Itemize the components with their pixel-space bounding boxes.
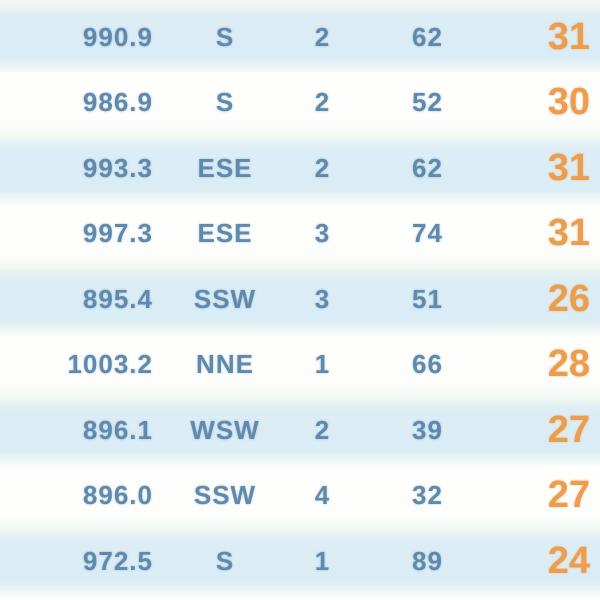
pressure-cell: 895.4: [82, 283, 153, 314]
pressure-cell: 990.9: [82, 21, 153, 52]
wind-direction-cell: ESE: [197, 152, 253, 183]
wind-direction-cell: S: [215, 87, 235, 118]
wind-direction-cell: S: [215, 545, 235, 576]
wind-force-cell: 4: [314, 480, 331, 511]
temperature-cell: 30: [547, 81, 590, 124]
wind-force-cell: 1: [314, 545, 331, 576]
humidity-cell: 66: [412, 349, 443, 380]
temperature-cell: 31: [547, 15, 590, 58]
table-row: 1003.2 NNE 1 66 28: [0, 336, 600, 402]
humidity-cell: 74: [412, 218, 443, 249]
table-row: 997.3 ESE 3 74 31: [0, 205, 600, 271]
temperature-cell: 31: [547, 212, 590, 255]
humidity-cell: 62: [412, 21, 443, 52]
wind-force-cell: 2: [314, 87, 331, 118]
table-row: 990.9 S 2 62 31: [0, 9, 600, 75]
pressure-cell: 972.5: [82, 545, 153, 576]
table-row: 896.0 SSW 4 32 27: [0, 467, 600, 533]
wind-direction-cell: SSW: [193, 283, 257, 314]
humidity-cell: 32: [412, 480, 443, 511]
temperature-cell: 27: [547, 474, 590, 517]
humidity-cell: 51: [412, 283, 443, 314]
wind-force-cell: 2: [314, 21, 331, 52]
table-row: 986.9 S 2 52 30: [0, 74, 600, 140]
wind-force-cell: 2: [314, 414, 331, 445]
temperature-cell: 31: [547, 146, 590, 189]
wind-force-cell: 2: [314, 152, 331, 183]
humidity-cell: 52: [412, 87, 443, 118]
humidity-cell: 89: [412, 545, 443, 576]
humidity-cell: 62: [412, 152, 443, 183]
temperature-cell: 24: [547, 539, 590, 582]
pressure-cell: 896.1: [82, 414, 153, 445]
pressure-cell: 896.0: [82, 480, 153, 511]
table-row: 895.4 SSW 3 51 26: [0, 271, 600, 337]
row-separator-partial: [0, 0, 600, 9]
pressure-cell: 997.3: [82, 218, 153, 249]
pressure-cell: 986.9: [82, 87, 153, 118]
temperature-cell: 27: [547, 408, 590, 451]
wind-force-cell: 1: [314, 349, 331, 380]
humidity-cell: 39: [412, 414, 443, 445]
temperature-cell: 26: [547, 277, 590, 320]
table-row: 993.3 ESE 2 62 31: [0, 140, 600, 206]
temperature-cell: 28: [547, 343, 590, 386]
pressure-cell: 993.3: [82, 152, 153, 183]
wind-direction-cell: WSW: [190, 414, 260, 445]
wind-force-cell: 3: [314, 283, 331, 314]
table-row: 896.1 WSW 2 39 27: [0, 402, 600, 468]
wind-direction-cell: NNE: [196, 349, 254, 380]
wind-force-cell: 3: [314, 218, 331, 249]
wind-direction-cell: ESE: [197, 218, 253, 249]
wind-direction-cell: S: [215, 21, 235, 52]
wind-direction-cell: SSW: [193, 480, 257, 511]
table-row: 972.5 S 1 89 24: [0, 533, 600, 599]
pressure-cell: 1003.2: [67, 349, 153, 380]
